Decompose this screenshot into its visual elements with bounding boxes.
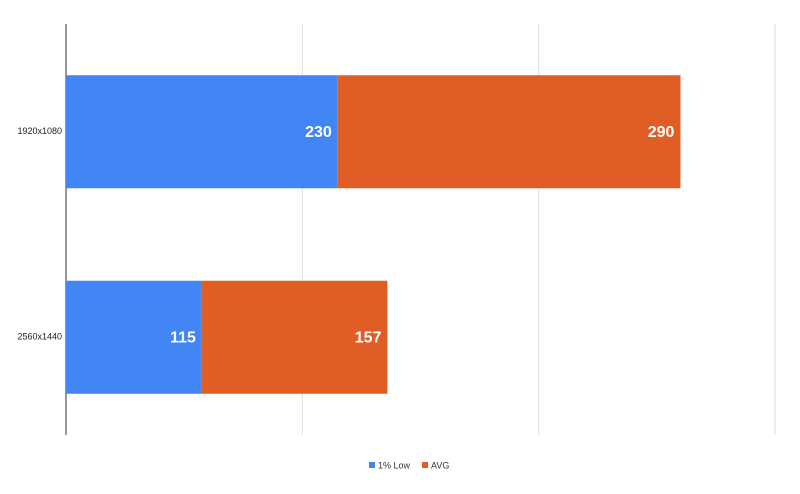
data-label: 230 bbox=[305, 124, 332, 141]
y-tick-label: 2560x1440 bbox=[17, 332, 62, 342]
bar bbox=[66, 280, 202, 394]
legend-label: AVG bbox=[431, 460, 449, 470]
data-label: 115 bbox=[170, 329, 196, 346]
data-label: 290 bbox=[648, 124, 675, 141]
legend-swatch bbox=[369, 462, 375, 468]
bar bbox=[337, 75, 681, 189]
bar bbox=[66, 75, 338, 189]
legend-label: 1% Low bbox=[378, 460, 411, 470]
legend-swatch bbox=[422, 462, 429, 468]
data-label: 157 bbox=[355, 329, 382, 346]
bar bbox=[201, 280, 388, 394]
y-tick-label: 1920x1080 bbox=[17, 126, 62, 136]
